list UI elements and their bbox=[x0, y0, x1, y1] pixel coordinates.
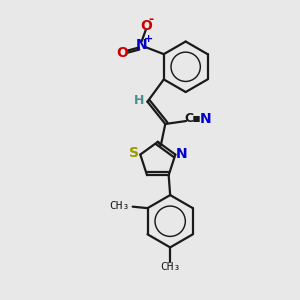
Text: O: O bbox=[140, 19, 152, 33]
Text: H: H bbox=[134, 94, 144, 107]
Text: N: N bbox=[176, 147, 188, 161]
Text: N: N bbox=[136, 38, 147, 52]
Text: -: - bbox=[149, 13, 154, 26]
Text: CH₃: CH₃ bbox=[160, 262, 180, 272]
Text: O: O bbox=[116, 46, 128, 60]
Text: C: C bbox=[184, 112, 194, 125]
Text: S: S bbox=[129, 146, 139, 160]
Text: CH₃: CH₃ bbox=[109, 201, 129, 211]
Text: N: N bbox=[200, 112, 212, 126]
Text: +: + bbox=[143, 34, 153, 44]
